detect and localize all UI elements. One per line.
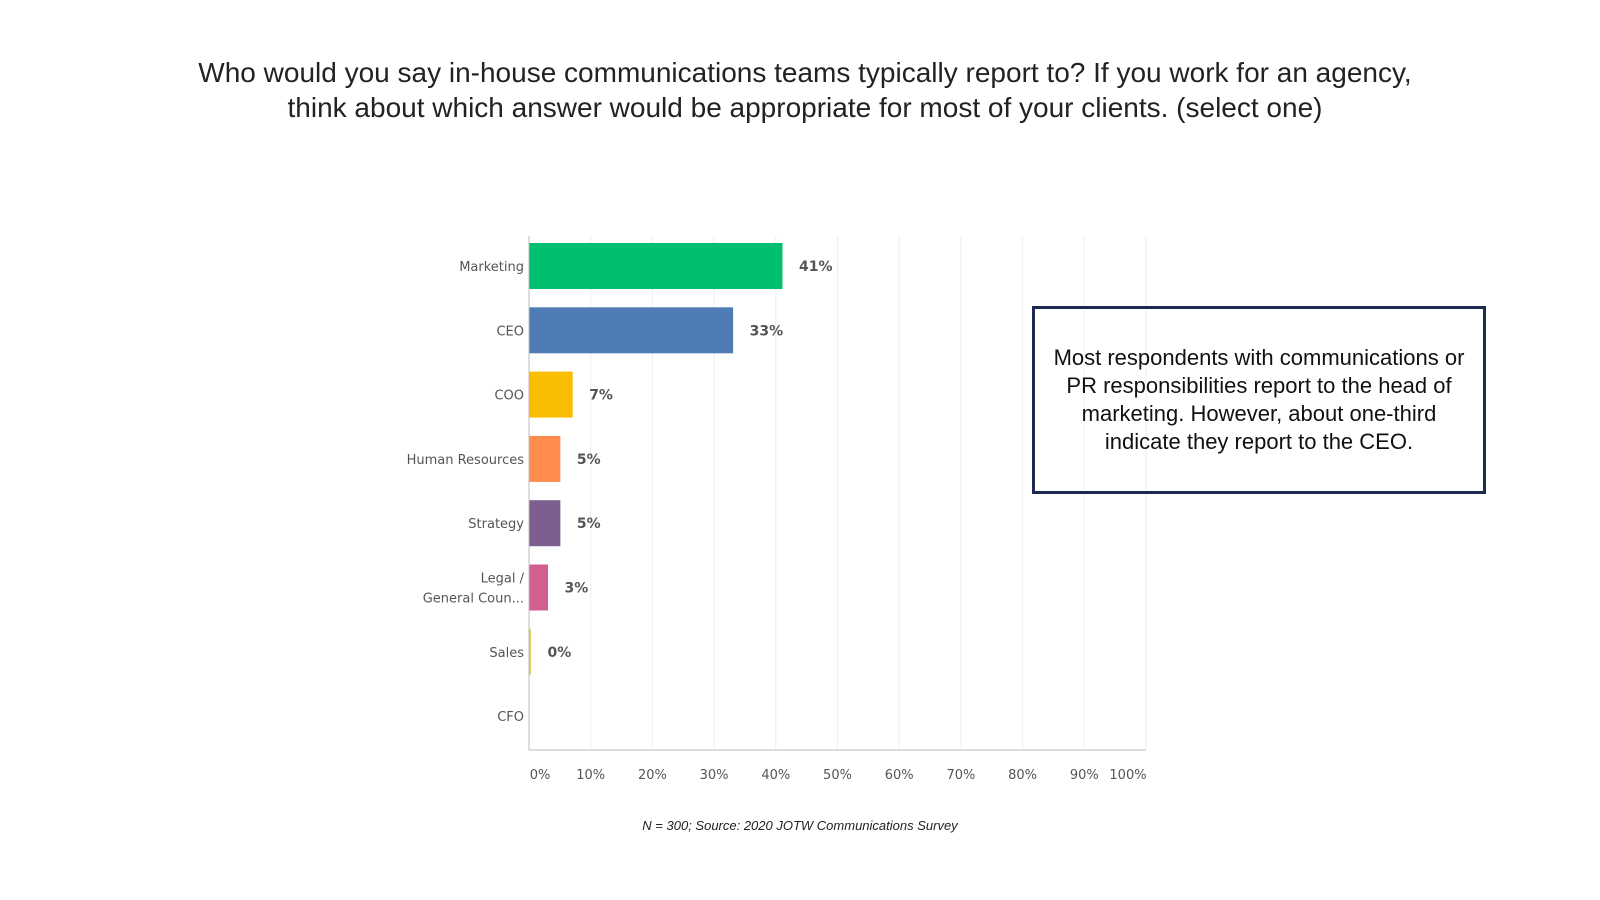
x-tick-label: 30% — [700, 768, 729, 783]
data-label: 5% — [577, 516, 601, 532]
x-tick-label: 0% — [530, 768, 551, 783]
slide-title: Who would you say in-house communication… — [198, 57, 1412, 123]
x-tick-label: 70% — [946, 768, 975, 783]
callout-text: Most respondents with communications or … — [1053, 345, 1465, 454]
data-label: 41% — [799, 259, 833, 275]
data-label: 7% — [589, 388, 613, 404]
bar — [529, 628, 531, 675]
x-tick-label: 100% — [1109, 768, 1146, 783]
bar — [529, 500, 561, 547]
x-tick-label: 50% — [823, 768, 852, 783]
bar — [529, 243, 783, 289]
data-label: 0% — [548, 645, 572, 661]
data-label: 3% — [565, 581, 589, 597]
category-label: CEO — [496, 324, 524, 339]
category-label: Marketing — [459, 260, 524, 275]
x-tick-label: 20% — [638, 768, 667, 783]
category-label: Legal / — [481, 572, 525, 587]
bar — [529, 435, 561, 482]
category-label: COO — [494, 389, 524, 404]
category-label: Strategy — [468, 517, 524, 532]
source-note: N = 300; Source: 2020 JOTW Communication… — [642, 818, 958, 833]
x-tick-label: 10% — [576, 768, 605, 783]
data-label: 5% — [577, 452, 601, 468]
x-tick-label: 40% — [761, 768, 790, 783]
x-tick-label: 80% — [1008, 768, 1037, 783]
bar — [529, 564, 549, 611]
x-tick-label: 90% — [1070, 768, 1099, 783]
bar — [529, 371, 573, 418]
bar — [529, 307, 734, 354]
category-label: General Coun... — [423, 592, 524, 607]
category-label: CFO — [497, 710, 524, 725]
data-label: 33% — [750, 323, 784, 339]
category-label: Human Resources — [407, 453, 525, 468]
category-label: Sales — [489, 646, 524, 661]
x-tick-label: 60% — [885, 768, 914, 783]
callout-box: Most respondents with communications or … — [1032, 306, 1486, 494]
